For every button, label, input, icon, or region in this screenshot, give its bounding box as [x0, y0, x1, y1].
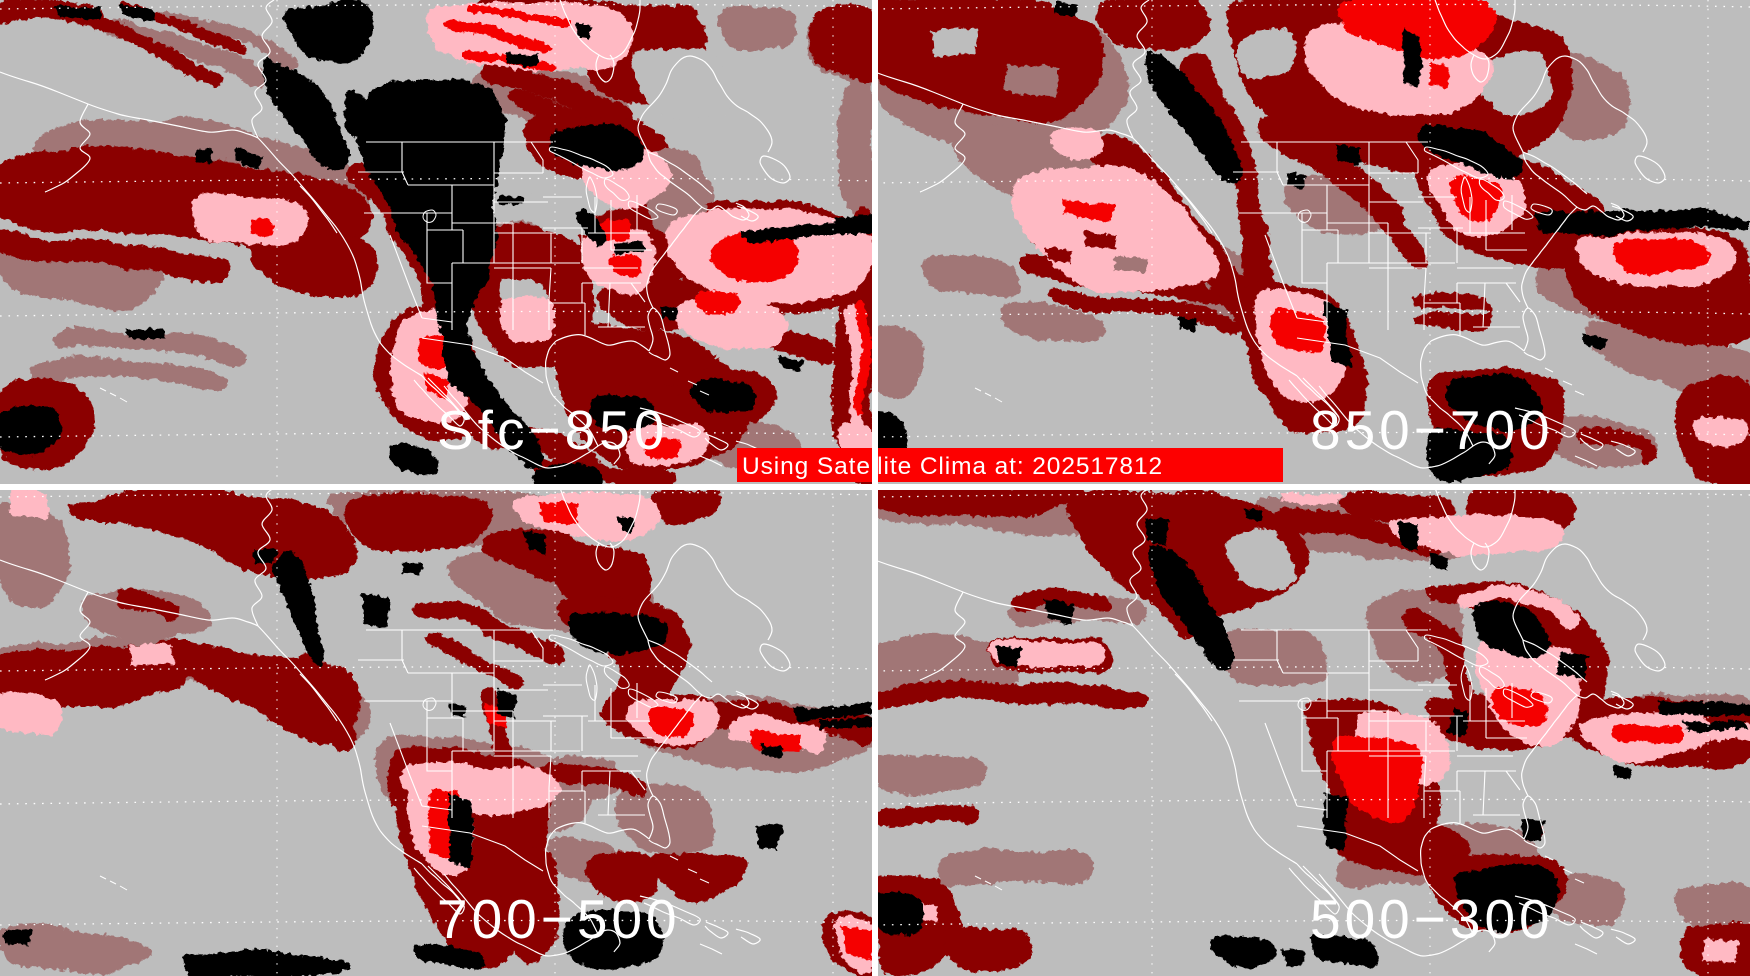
svg-text:700−500: 700−500	[437, 888, 681, 950]
svg-text:Sfc−850: Sfc−850	[437, 399, 668, 461]
svg-text:850−700: 850−700	[1310, 399, 1554, 461]
svg-text:500−300: 500−300	[1310, 888, 1554, 950]
svg-text:Using Satellite Clima at: 2025: Using Satellite Clima at: 202517812	[742, 453, 1163, 480]
